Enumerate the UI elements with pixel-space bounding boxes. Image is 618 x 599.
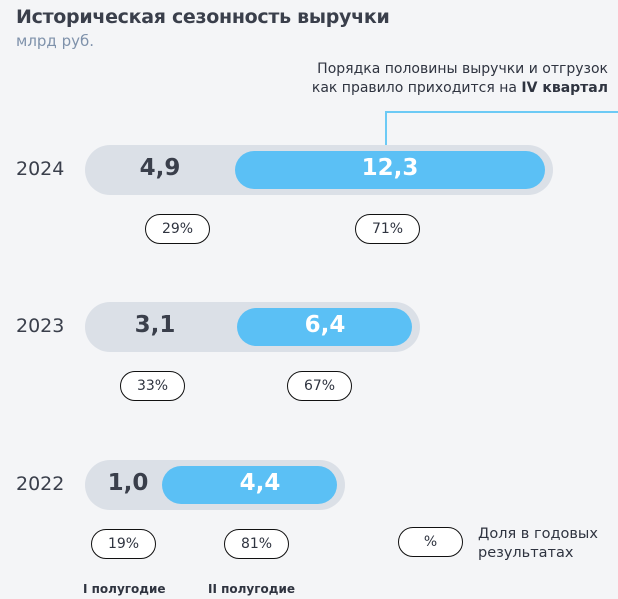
callout-connector-horizontal (385, 111, 618, 113)
bar-second-half (235, 151, 545, 189)
share-badge-first-half: 33% (120, 371, 185, 401)
value-second-half: 4,4 (239, 470, 281, 496)
callout-line2-text: как правило приходится на (311, 80, 522, 96)
year-label: 2024 (16, 158, 65, 180)
share-badge-first-half: 29% (145, 214, 210, 244)
share-badge-second-half: 71% (355, 214, 420, 244)
legend-second-half: II полугодие (208, 582, 296, 596)
bar-second-half (237, 308, 412, 346)
legend-text-line2: результатах (478, 545, 574, 561)
legend-text: Доля в годовых результатах (478, 525, 598, 563)
year-label: 2022 (16, 473, 65, 495)
value-second-half: 6,4 (304, 312, 346, 338)
legend-text-line1: Доля в годовых (478, 526, 598, 542)
value-first-half: 1,0 (107, 470, 149, 496)
share-badge-second-half: 67% (287, 371, 352, 401)
value-first-half: 3,1 (134, 312, 176, 338)
chart-title: Историческая сезонность выручки (16, 6, 390, 28)
callout-note: Порядка половины выручки и отгрузок как … (312, 60, 608, 98)
bar-second-half (162, 466, 337, 504)
value-second-half: 12,3 (361, 155, 419, 181)
callout-connector-vertical (385, 112, 387, 148)
legend-first-half: I полугодие (83, 582, 166, 596)
share-badge-first-half: 19% (91, 529, 156, 559)
legend-badge: % (398, 527, 463, 557)
callout-highlight: IV квартал (521, 80, 608, 96)
year-label: 2023 (16, 315, 65, 337)
value-first-half: 4,9 (139, 155, 181, 181)
callout-line1: Порядка половины выручки и отгрузок (317, 61, 608, 77)
callout-line2: как правило приходится на IV квартал (312, 79, 608, 98)
share-badge-second-half: 81% (224, 529, 289, 559)
chart-subtitle: млрд руб. (16, 32, 94, 50)
